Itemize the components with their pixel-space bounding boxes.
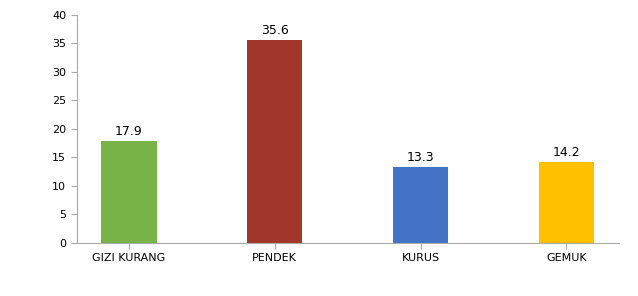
Bar <box>538 162 594 243</box>
Bar <box>247 40 302 243</box>
Text: 13.3: 13.3 <box>407 151 434 164</box>
Bar <box>393 167 449 243</box>
Text: 17.9: 17.9 <box>115 125 143 138</box>
Bar <box>101 141 157 243</box>
Text: 14.2: 14.2 <box>553 146 581 159</box>
Text: 35.6: 35.6 <box>261 24 288 37</box>
